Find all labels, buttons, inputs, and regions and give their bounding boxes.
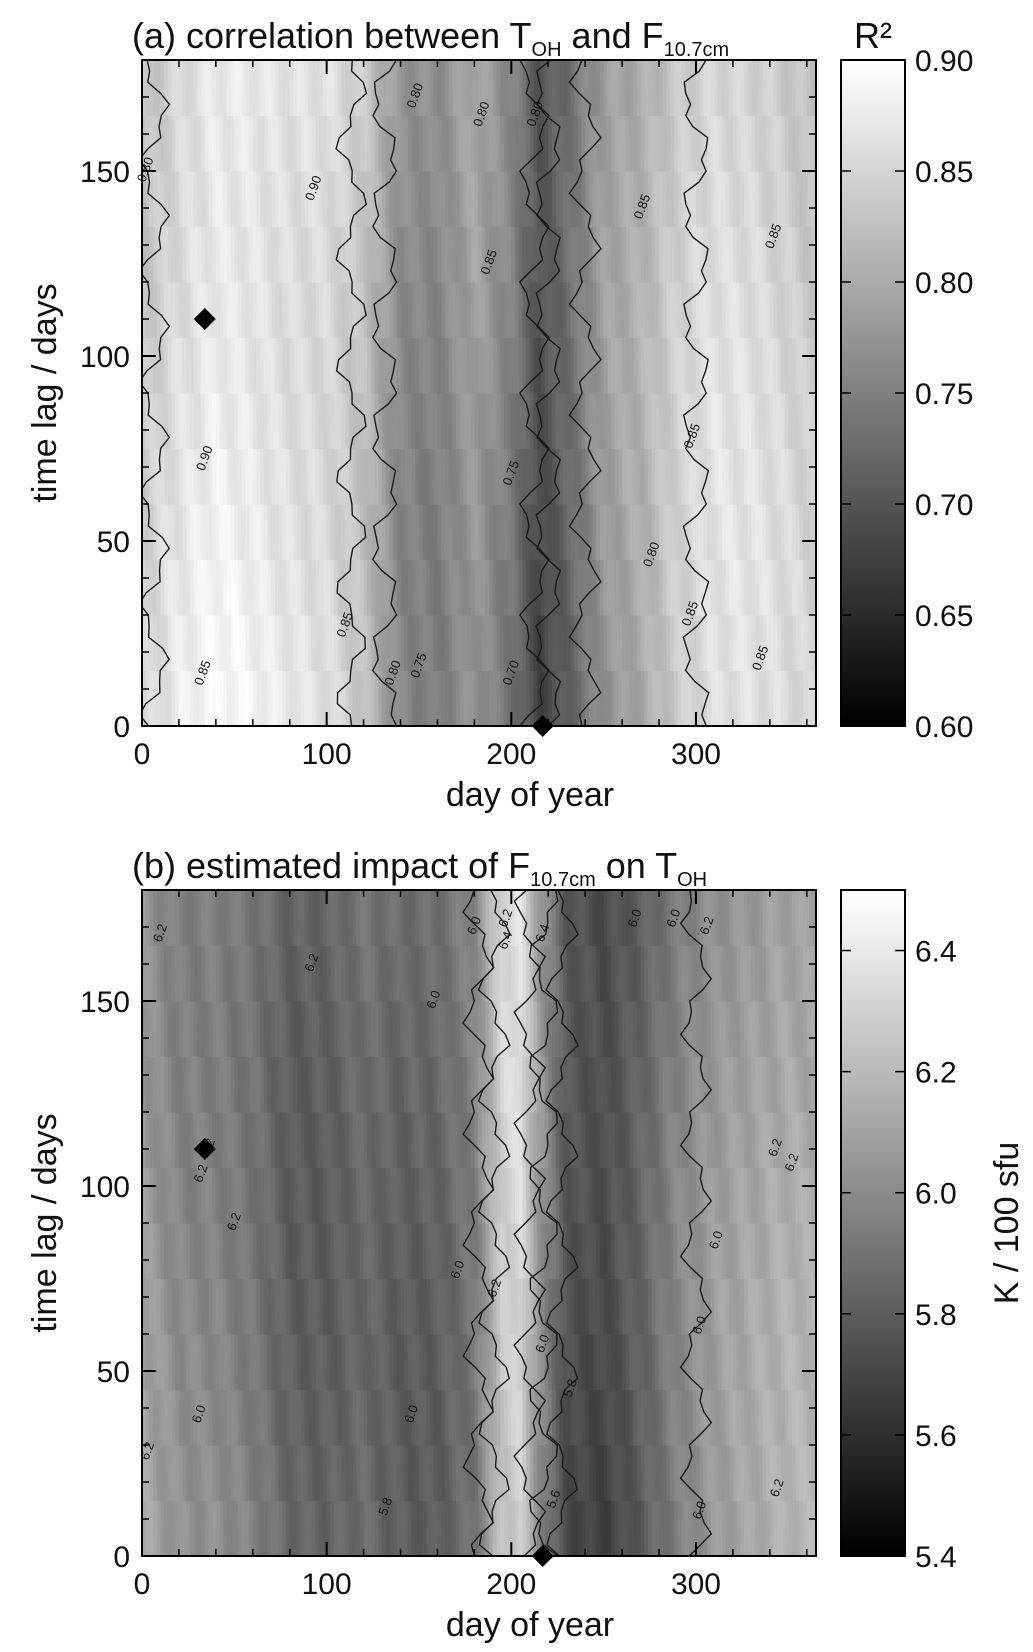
panel-b-contour-label: 6.2 — [190, 1162, 210, 1184]
panel-b-contour-label: 6.0 — [189, 1403, 209, 1425]
panel-b-contour-line — [513, 890, 547, 1556]
panel-a-contours — [142, 60, 710, 726]
panel-a-diamond-marker — [193, 308, 216, 330]
panel-b-cbar-tick-label: 5.6 — [915, 1420, 957, 1453]
panel-a-ylabel: time lag / days — [26, 283, 64, 502]
panel-b-contour-label: 6.0 — [401, 1403, 421, 1425]
panel-b-contour-label: 6.2 — [150, 922, 170, 944]
panel-a-colorbar-ticks: 0.60 0.65 0.70 0.75 0.80 0.85 0.90 — [841, 45, 973, 744]
panel-a-xtick-label: 0 — [134, 738, 151, 771]
panel-b-contour-labels: 6.26.26.26.26.26.06.26.06.05.86.06.06.26… — [137, 907, 802, 1521]
panel-b-colorbar-ticks: 5.4 5.6 5.8 6.0 6.2 6.4 — [841, 936, 957, 1574]
panel-a-cbar-tick-label: 0.90 — [915, 45, 973, 78]
panel-b-cbar-tick-label: 5.4 — [915, 1541, 957, 1574]
panel-b-cbar-tick-label: 6.4 — [915, 936, 957, 969]
panel-a-texture — [142, 60, 816, 726]
panel-a-title: (a) correlation between TOH and F10.7cm — [132, 15, 729, 61]
panel-b-contour-label: 5.6 — [543, 1488, 563, 1510]
panel-b-contour-label: 6.0 — [689, 1499, 709, 1521]
panel-b-cbar-tick-label: 5.8 — [915, 1299, 957, 1332]
panel-b-contour-label: 6.2 — [781, 1151, 801, 1173]
panel-a-cbar-tick-label: 0.65 — [915, 600, 973, 633]
panel-b-contour-label: 6.0 — [663, 907, 683, 929]
panel-b-xtick-label: 0 — [134, 1568, 151, 1601]
panel-a-xlabel: day of year — [446, 776, 614, 814]
panel-b-xlabel: day of year — [446, 1606, 614, 1644]
panel-a-contour-line — [535, 60, 562, 726]
panel-b-contour-label: 6.2 — [301, 951, 321, 973]
panel-b-contour-label: 6.2 — [765, 1136, 785, 1158]
panel-b-contour-label: 6.2 — [767, 1477, 787, 1499]
panel-a-contour-line — [335, 60, 368, 726]
panel-b-contour-label: 6.2 — [484, 1277, 504, 1299]
panel-b-contour-label: 6.4 — [495, 929, 515, 951]
panel-a-contour-line — [371, 60, 398, 726]
panel-a-cbar-tick-label: 0.85 — [915, 156, 973, 189]
panel-b-contour-label: 6.2 — [696, 914, 716, 936]
panel-b-contour-line — [462, 890, 495, 1556]
panel-b-contour-label: 6.4 — [532, 922, 552, 944]
panel-b-colorbar — [840, 889, 906, 1557]
panel-b-xtick-label: 200 — [486, 1568, 536, 1601]
panel-b-title: (b) estimated impact of F10.7cm on TOH — [132, 845, 707, 891]
panel-b-contour-line — [679, 890, 713, 1556]
panel-b-contour-label: 6.0 — [532, 1333, 552, 1355]
panel-b-contour-label: 6.2 — [224, 1210, 244, 1232]
panel-b-ytick-label: 100 — [80, 1171, 130, 1204]
panel-b-ytick-label: 50 — [97, 1356, 130, 1389]
panel-b-contour-line — [545, 890, 580, 1556]
panel-a-contour-line — [518, 60, 550, 726]
panel-a-xtick-label: 200 — [486, 738, 536, 771]
panel-a-xtick-label: 100 — [302, 738, 352, 771]
panel-b-contour-label: 6.0 — [447, 1259, 467, 1281]
panel-b-ylabel: time lag / days — [26, 1113, 64, 1332]
panel-b-ytick-label: 150 — [80, 986, 130, 1019]
panel-b-cbar-tick-label: 6.2 — [915, 1057, 957, 1090]
panel-b-diamond-marker — [531, 1545, 554, 1567]
panel-a-markers — [193, 308, 554, 737]
panel-a-cbar-tick-label: 0.80 — [915, 267, 973, 300]
panel-a-ytick-label: 100 — [80, 341, 130, 374]
panel-a: (a) correlation between TOH and F10.7cm … — [26, 15, 973, 814]
panel-a-cbar-tick-label: 0.75 — [915, 378, 973, 411]
panel-b-contour-line — [477, 890, 511, 1556]
panel-b-contour-label: 6.0 — [706, 1229, 726, 1251]
panel-a-colorbar-label: R² — [854, 15, 892, 56]
panel-a-cbar-tick-label: 0.60 — [915, 711, 973, 744]
panel-b-contour-label: 5.8 — [375, 1495, 395, 1517]
panel-a-ytick-label: 150 — [80, 156, 130, 189]
panel-a-ticks: 0 100 200 300 0 50 100 150 — [80, 59, 816, 771]
panel-b-contour-line — [528, 890, 559, 1556]
panel-b-contour-label: 6.0 — [464, 914, 484, 936]
panel-b-ytick-label: 0 — [113, 1541, 130, 1574]
panel-b-contour-label: 6.0 — [423, 988, 443, 1010]
panel-b-ticks: 0 100 200 300 0 50 100 150 — [80, 889, 816, 1601]
panel-b-contour-label: 6.2 — [495, 907, 515, 929]
panel-b-colorbar-label: K / 100 sfu — [988, 1142, 1026, 1305]
panel-a-xtick-label: 300 — [671, 738, 721, 771]
panel-a-contour-line — [682, 60, 710, 726]
panel-a-ytick-label: 50 — [97, 526, 130, 559]
panel-a-diamond-marker — [531, 715, 554, 737]
panel-a-contour-line — [568, 60, 602, 726]
panel-b: (b) estimated impact of F10.7cm on TOH 0… — [26, 845, 1026, 1644]
panel-b-contour-label: 6.2 — [137, 1440, 157, 1462]
panel-b-contour-label: 6.0 — [689, 1314, 709, 1336]
panel-a-cbar-tick-label: 0.70 — [915, 489, 973, 522]
panel-b-texture — [142, 890, 816, 1556]
panel-b-diamond-marker — [193, 1138, 216, 1160]
panel-b-contour-label: 6.0 — [624, 907, 644, 929]
panel-b-contours — [462, 890, 713, 1556]
panel-b-xtick-label: 100 — [302, 1568, 352, 1601]
panel-a-ytick-label: 0 — [113, 711, 130, 744]
panel-b-markers — [193, 1138, 554, 1567]
panel-b-xtick-label: 300 — [671, 1568, 721, 1601]
panel-b-contour-label: 5.8 — [560, 1377, 580, 1399]
panel-b-cbar-tick-label: 6.0 — [915, 1178, 957, 1211]
